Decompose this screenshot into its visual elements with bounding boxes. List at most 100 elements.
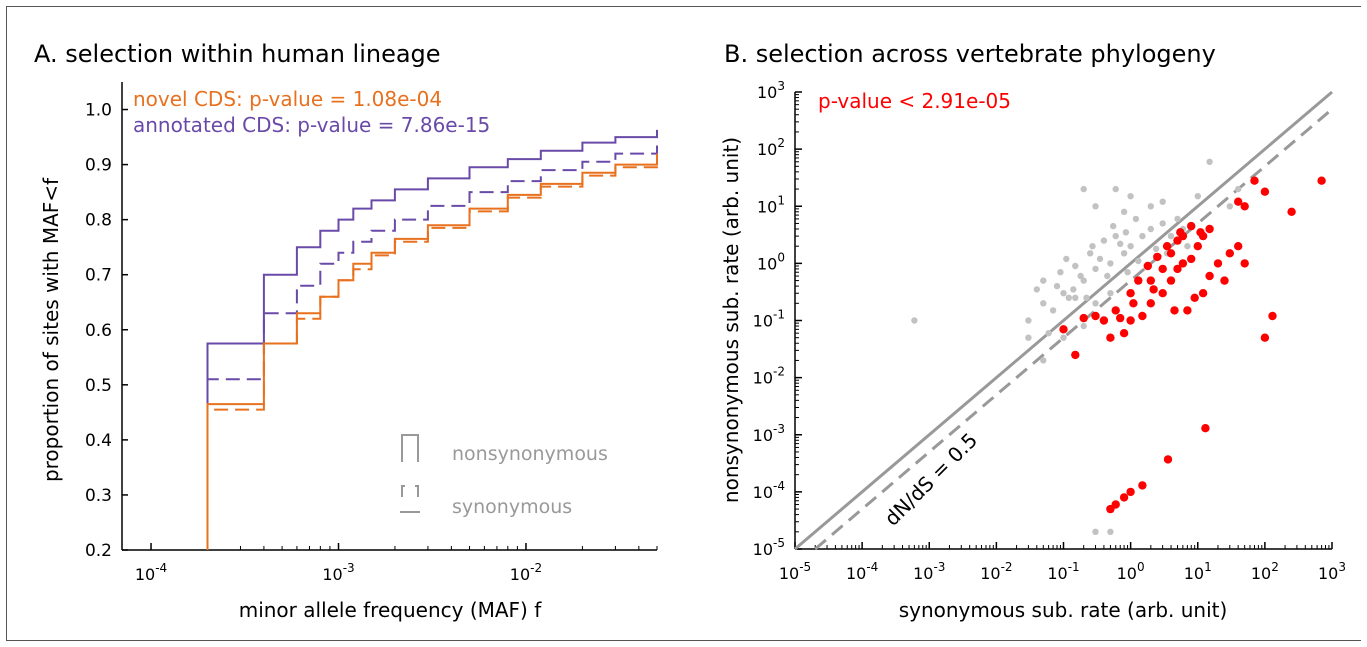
series-line-annotated-nonsynonymous [206, 129, 658, 550]
scatter-point-gray [1025, 317, 1032, 324]
panel-a-axes: 0.2 0.3 0.4 0.5 0.6 0.7 0.8 0.9 1.0 10-4 10-3 10-2 [85, 82, 658, 584]
scatter-point-gray [1040, 277, 1047, 284]
scatter-point-red [1143, 261, 1153, 271]
legend-label-nonsynonymous: nonsynonymous [452, 443, 608, 465]
scatter-point-red [1079, 313, 1088, 323]
scatter-point-red [1176, 228, 1185, 237]
scatter-point-red [1205, 271, 1214, 281]
scatter-point-gray [1049, 307, 1057, 314]
scatter-point-red [1059, 325, 1068, 334]
scatter-point-gray [1127, 193, 1134, 200]
scatter-point-red [1178, 259, 1188, 268]
panel-a-legend: nonsynonymous synonymous [400, 434, 608, 518]
scatter-point-red [1201, 424, 1210, 433]
scatter-point-red [1126, 487, 1135, 497]
scatter-point-red [1116, 313, 1125, 323]
scatter-point-red [1126, 316, 1135, 325]
panel-b-x-tick-label: 101 [1184, 560, 1212, 583]
legend-swatch-synonymous [400, 485, 420, 513]
scatter-point-red [1106, 333, 1115, 342]
panel-a-y-tick-label: 0.5 [85, 376, 112, 396]
scatter-point-gray [1087, 250, 1094, 257]
scatter-point-gray [1072, 262, 1079, 270]
scatter-point-gray [1077, 272, 1084, 280]
annotation-novel-pvalue: novel CDS: p-value = 1.08e-04 [133, 87, 442, 111]
panel-a-y-tick-label: 0.4 [85, 431, 112, 451]
panel-a-x-tick-label: 10-3 [322, 561, 354, 584]
panel-b: B. selection across vertebrate phylogeny… [719, 40, 1346, 622]
scatter-point-gray [1083, 294, 1090, 301]
panel-a-y-tick-label: 0.8 [85, 211, 112, 231]
scatter-point-red [1225, 249, 1235, 258]
scatter-point-gray [1110, 222, 1117, 230]
legend-swatch-nonsynonymous [401, 434, 419, 462]
panel-a-series [206, 129, 658, 550]
scatter-point-red [1119, 493, 1129, 502]
scatter-point-red [1106, 504, 1115, 514]
panel-b-y-tick-label: 100 [757, 250, 785, 273]
scatter-point-gray [1124, 269, 1131, 276]
scatter-point-gray [1065, 294, 1073, 301]
panel-a-y-tick-label: 0.2 [85, 541, 112, 561]
scatter-point-gray [1092, 300, 1099, 307]
scatter-point-gray [1122, 229, 1130, 236]
scatter-point-gray [911, 317, 918, 324]
panel-b-title: B. selection across vertebrate phylogeny [724, 40, 1216, 68]
scatter-point-gray [1147, 203, 1155, 210]
scatter-point-gray [1092, 203, 1099, 210]
scatter-point-gray [1096, 255, 1104, 263]
scatter-point-red [1091, 311, 1100, 321]
scatter-point-red [1220, 276, 1229, 285]
panel-b-y-tick-label: 10-5 [753, 536, 785, 559]
panel-a-y-tick-label: 0.6 [85, 321, 112, 341]
reference-line-solid [794, 90, 1333, 551]
scatter-point-red [1111, 306, 1120, 315]
panel-b-x-axis-label: synonymous sub. rate (arb. unit) [899, 598, 1228, 622]
scatter-point-red [1250, 176, 1259, 185]
scatter-point-gray [1107, 528, 1114, 535]
panel-b-x-tick-label: 103 [1318, 560, 1346, 583]
panel-a-x-axis-label: minor allele frequency (MAF) f [239, 598, 542, 622]
scatter-point-gray [1107, 260, 1114, 267]
scatter-point-gray [1100, 237, 1108, 244]
scatter-point-red [1146, 276, 1156, 285]
scatter-point-red [1260, 333, 1270, 342]
scatter-point-red [1119, 329, 1129, 338]
scatter-point-red [1287, 207, 1296, 216]
panel-b-x-tick-label: 102 [1251, 560, 1279, 583]
scatter-point-gray [1152, 245, 1160, 252]
scatter-point-gray [1080, 185, 1087, 193]
panel-b-y-tick-label: 101 [757, 193, 785, 216]
scatter-point-gray [1104, 272, 1111, 280]
scatter-point-gray [1070, 286, 1077, 293]
scatter-point-red [1158, 289, 1167, 298]
scatter-point-red [1126, 289, 1135, 298]
scatter-point-red [1134, 276, 1143, 285]
scatter-point-gray [1112, 232, 1119, 240]
scatter-point-gray [1159, 220, 1166, 227]
scatter-point-gray [1127, 243, 1134, 250]
scatter-point-gray [1072, 294, 1079, 301]
panel-b-y-tick-label: 103 [757, 79, 785, 102]
scatter-point-gray [1060, 334, 1067, 341]
scatter-point-red [1166, 249, 1176, 258]
scatter-point-red [1213, 259, 1223, 268]
scatter-point-red [1099, 316, 1109, 325]
scatter-point-gray [1089, 243, 1096, 250]
scatter-point-red [1138, 481, 1147, 490]
scatter-point-gray [1040, 300, 1047, 307]
scatter-point-gray [1184, 243, 1191, 250]
panel-b-x-tick-label: 10-2 [980, 560, 1012, 583]
scatter-point-red [1158, 264, 1167, 274]
panel-b-y-axis-label: nonsynonymous sub. rate (arb. unit) [719, 137, 743, 503]
scatter-point-red [1173, 264, 1182, 274]
scatter-point-red [1153, 252, 1162, 262]
scatter-point-gray [1147, 225, 1155, 233]
scatter-point-gray [1139, 232, 1146, 240]
scatter-point-red [1190, 293, 1199, 302]
scatter-point-gray [1025, 334, 1032, 341]
panel-a-x-tick-label: 10-2 [510, 561, 542, 584]
panel-b-reference-lines [794, 90, 1333, 551]
panel-a-y-axis-label: proportion of sites with MAF<f [39, 177, 63, 482]
